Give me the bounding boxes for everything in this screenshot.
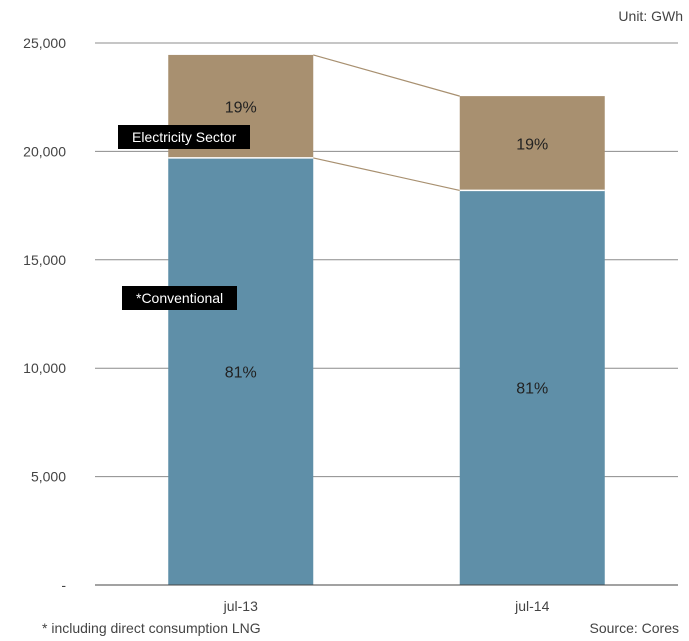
bar-segment <box>459 190 605 585</box>
data-labels: 81% 19% 81% 19% <box>225 99 549 397</box>
bar-value-label: 19% <box>516 136 548 153</box>
footnote: * including direct consumption LNG <box>42 620 261 636</box>
y-tick-label: 10,000 <box>23 360 66 376</box>
bar-value-label: 81% <box>516 381 548 398</box>
bar-connectors <box>313 54 460 192</box>
y-tick-label: 20,000 <box>23 143 66 159</box>
source-label: Source: Cores <box>589 620 679 636</box>
bar-segment <box>168 157 314 586</box>
y-tick-label: 15,000 <box>23 252 66 268</box>
unit-label: Unit: GWh <box>618 8 683 24</box>
conventional-annotation: *Conventional <box>122 286 238 310</box>
x-tick-label: jul-13 <box>223 598 258 614</box>
bar-value-label: 81% <box>225 364 257 381</box>
y-tick-label: 5,000 <box>31 469 66 485</box>
bar-segment <box>459 96 605 191</box>
y-tick-label: 25,000 <box>23 35 66 51</box>
axes: - 5,000 10,000 15,000 20,000 25,000 jul-13 jul-… <box>23 35 678 614</box>
bars <box>168 54 605 586</box>
y-tick-label: - <box>61 577 66 593</box>
x-tick-label: jul-14 <box>514 598 549 614</box>
electricity-sector-annotation: Electricity Sector <box>118 125 251 149</box>
bar-value-label: 19% <box>225 99 257 116</box>
total-connector-line <box>313 54 460 97</box>
segment-connector-line <box>313 157 460 192</box>
